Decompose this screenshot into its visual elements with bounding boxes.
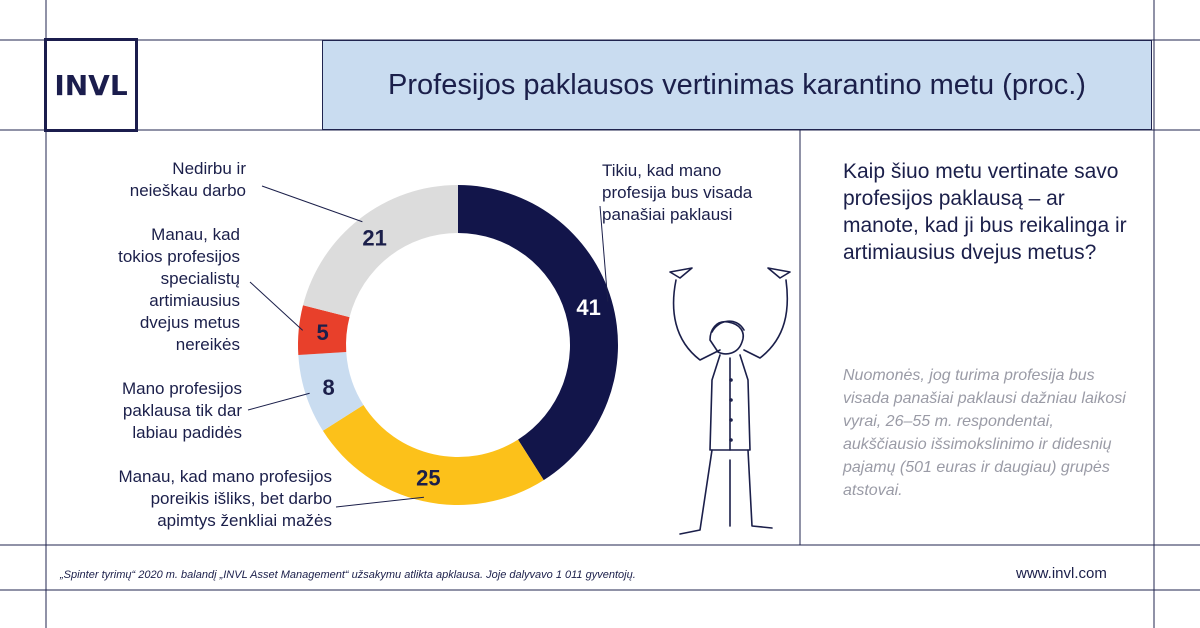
- donut-slice-2: [298, 352, 364, 431]
- leader-line-3: [249, 281, 304, 331]
- slice-label-4: Nedirbu ir neieškau darbo: [100, 158, 246, 202]
- label-line: apimtys ženkliai mažės: [157, 511, 332, 530]
- label-line: neieškau darbo: [129, 181, 246, 200]
- leader-line-4: [261, 185, 363, 223]
- label-line: paklausa tik dar: [122, 401, 242, 420]
- leader-line-2: [247, 392, 310, 411]
- logo-text: INVL: [54, 68, 128, 102]
- slice-label-1: Manau, kad mano profesijos poreikis išli…: [40, 466, 332, 532]
- label-line: specialistų: [160, 269, 240, 288]
- label-line: Mano profesijos: [121, 379, 242, 398]
- label-line: Manau, kad mano profesijos: [118, 467, 332, 486]
- website-link[interactable]: www.invl.com: [1016, 565, 1107, 582]
- label-line: tokios profesijos: [118, 247, 240, 266]
- donut-slice-4: [303, 185, 458, 318]
- slice-value-4: 21: [362, 226, 386, 251]
- person-illustration: [669, 267, 791, 535]
- label-line: Nedirbu ir: [172, 159, 246, 178]
- slice-value-0: 41: [576, 295, 600, 320]
- title-band: Profesijos paklausos vertinimas karantin…: [322, 40, 1152, 130]
- donut-slice-0: [458, 185, 619, 481]
- label-line: artimiausius: [149, 291, 240, 310]
- invl-logo: INVL: [44, 38, 138, 132]
- slice-label-0: Tikiu, kad mano profesija bus visada pan…: [602, 160, 752, 226]
- slice-value-2: 8: [323, 375, 335, 400]
- slice-label-3: Manau, kad tokios profesijos specialistų…: [60, 224, 240, 356]
- donut-chart: 41 25 8 5 21: [247, 185, 619, 508]
- label-line: dvejus metus: [139, 313, 240, 332]
- label-line: profesija bus visada: [602, 183, 753, 202]
- leader-line-1: [335, 496, 425, 508]
- survey-question: Kaip šiuo metu vertinate savo profesijos…: [843, 160, 1127, 264]
- label-line: poreikis išliks, bet darbo: [150, 489, 332, 508]
- label-line: panašiai paklausi: [602, 205, 733, 224]
- leader-line-0: [599, 205, 609, 302]
- chart-title: Profesijos paklausos vertinimas karantin…: [388, 68, 1086, 101]
- finding-note: Nuomonės, jog turima profesija bus visad…: [843, 367, 1126, 499]
- label-line: labiau padidės: [132, 423, 242, 442]
- label-line: Manau, kad: [151, 225, 240, 244]
- slice-value-1: 25: [416, 466, 440, 491]
- label-line: Tikiu, kad mano: [602, 161, 722, 180]
- donut-slice-1: [322, 405, 544, 505]
- donut-slice-3: [298, 305, 350, 356]
- source-footnote: „Spinter tyrimų“ 2020 m. balandį „INVL A…: [60, 569, 636, 581]
- slice-value-3: 5: [316, 320, 328, 345]
- label-line: nereikės: [175, 335, 240, 354]
- slice-label-2: Mano profesijos paklausa tik dar labiau …: [60, 378, 242, 444]
